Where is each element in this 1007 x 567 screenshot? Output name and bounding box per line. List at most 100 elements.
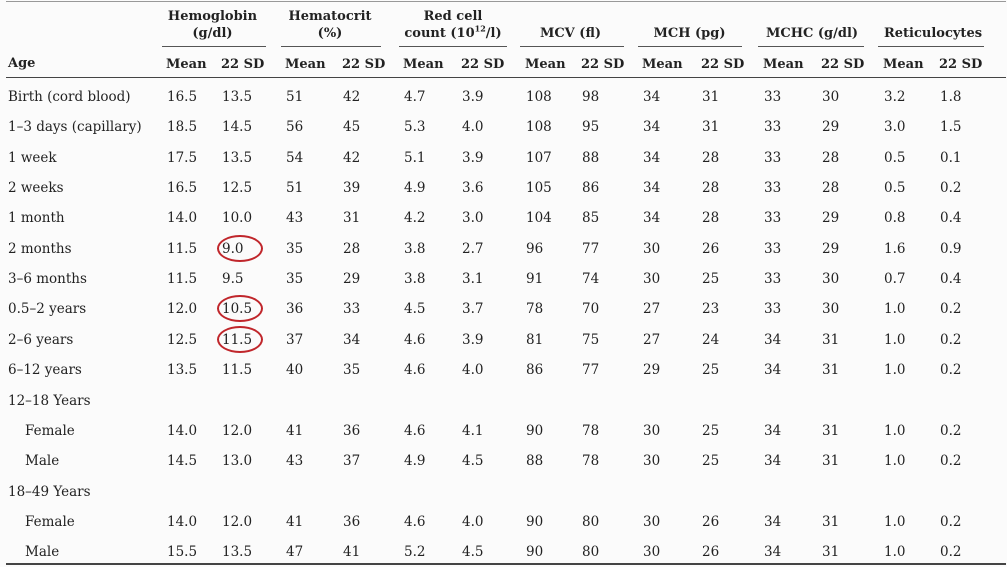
table-cell: 37 <box>286 331 304 348</box>
table-cell: 3.0 <box>884 119 906 136</box>
table-cell: 29 <box>343 271 361 288</box>
table-cell: 0.2 <box>940 362 962 379</box>
table-cell: 30 <box>643 422 661 439</box>
table-cell: 4.5 <box>462 453 484 470</box>
table-cell: 0.7 <box>884 271 906 288</box>
table-cell: 1.0 <box>884 362 906 379</box>
table-cell: 86 <box>582 180 600 197</box>
table-cell: 11.5 <box>222 362 253 379</box>
table-row: 3–6 months 11.5 9.5 35 29 3.8 3.1 91 74 30 25 33 30 0… <box>0 270 1007 300</box>
table-cell: 28 <box>702 180 720 197</box>
table-cell: 70 <box>582 301 600 318</box>
age-label: 6–12 years <box>8 362 82 379</box>
table-cell: 88 <box>582 149 600 166</box>
table-cell: 34 <box>764 331 782 348</box>
table-cell: 36 <box>343 513 361 530</box>
table-cell: 78 <box>582 453 600 470</box>
table-cell: 33 <box>764 271 782 288</box>
table-cell: 42 <box>343 89 361 105</box>
table-cell: 74 <box>582 271 600 288</box>
subheader-mean: Mean <box>883 57 924 72</box>
table-cell: 13.0 <box>222 453 253 470</box>
table-cell: 26 <box>702 240 720 257</box>
table-cell: 30 <box>643 513 661 530</box>
table-cell: 2.7 <box>462 240 484 257</box>
header-age: Age <box>8 56 36 71</box>
table-cell: 30 <box>643 271 661 288</box>
header-underline <box>162 46 266 47</box>
table-row: Female 14.0 12.0 41 36 4.6 4.0 90 80 30 26 34 31 1.0 0… <box>0 513 1007 543</box>
table-cell: 34 <box>643 89 661 105</box>
subheader-sd: 22 SD <box>342 57 386 72</box>
table-cell: 0.2 <box>940 301 962 318</box>
table-cell: 0.4 <box>940 210 962 227</box>
table-cell: 51 <box>286 180 304 197</box>
table-cell: 35 <box>286 240 304 257</box>
age-label: 0.5–2 years <box>8 301 87 318</box>
table-cell: 34 <box>764 453 782 470</box>
header-mchc: MCHC (g/dl) <box>765 26 859 41</box>
header-underline <box>399 46 507 47</box>
table-cell: 25 <box>702 453 720 470</box>
table-cell: 4.1 <box>462 422 484 439</box>
table-cell: 0.2 <box>940 331 962 348</box>
table-cell: 28 <box>822 180 840 197</box>
table-cell: 28 <box>822 149 840 166</box>
table-cell: 37 <box>343 453 361 470</box>
table-cell: 3.9 <box>462 331 484 348</box>
table-cell: 12.5 <box>222 180 253 197</box>
table-cell: 51 <box>286 89 304 105</box>
table-cell: 0.5 <box>884 149 906 166</box>
table-cell: 104 <box>526 210 552 227</box>
table-cell: 30 <box>822 271 840 288</box>
table-cell: 1.0 <box>884 513 906 530</box>
table-row: 12–18 Years <box>0 392 1007 422</box>
header-hematocrit: Hematocrit (%) <box>288 9 372 41</box>
table-cell: 4.9 <box>404 453 426 470</box>
table-cell: 108 <box>526 119 552 136</box>
table-cell: 1.0 <box>884 331 906 348</box>
table-cell: 30 <box>822 301 840 318</box>
table-cell: 41 <box>343 544 361 561</box>
highlight-circle <box>217 325 263 353</box>
table-cell: 12.0 <box>222 422 253 439</box>
table-row: Male 14.5 13.0 43 37 4.9 4.5 88 78 30 25 34 31 1.0 0.2 <box>0 452 1007 482</box>
table-cell: 105 <box>526 180 552 197</box>
table-cell: 5.1 <box>404 149 426 166</box>
table-cell: 15.5 <box>167 544 198 561</box>
table-cell: 17.5 <box>167 149 198 166</box>
table-row: 6–12 years 13.5 11.5 40 35 4.6 4.0 86 77 29 25 34 31… <box>0 361 1007 391</box>
age-label: Female <box>25 513 75 530</box>
table-cell: 33 <box>764 301 782 318</box>
table-cell: 95 <box>582 119 600 136</box>
table-cell: 30 <box>643 240 661 257</box>
table-cell: 3.2 <box>884 89 906 105</box>
table-row: 2 weeks 16.5 12.5 51 39 4.9 3.6 105 86 34 28 33 28 0.… <box>0 179 1007 209</box>
table-cell: 14.0 <box>167 513 198 530</box>
table-cell: 41 <box>286 422 304 439</box>
table-cell: 1.0 <box>884 301 906 318</box>
table-cell: 30 <box>822 89 840 105</box>
table-cell: 12.0 <box>222 513 253 530</box>
table-cell: 24 <box>702 331 720 348</box>
table-cell: 1.5 <box>940 119 962 136</box>
table-cell: 25 <box>702 271 720 288</box>
age-label: Birth (cord blood) <box>8 89 131 105</box>
table-cell: 77 <box>582 240 600 257</box>
table-cell: 36 <box>343 422 361 439</box>
table-cell: 86 <box>526 362 544 379</box>
table-cell: 33 <box>764 119 782 136</box>
table-cell: 11.5 <box>167 271 198 288</box>
table-cell: 4.6 <box>404 362 426 379</box>
table-cell: 3.6 <box>462 180 484 197</box>
table-cell: 0.2 <box>940 453 962 470</box>
header-mch: MCH (pg) <box>653 26 726 41</box>
table-cell: 78 <box>526 301 544 318</box>
header-reticulocytes: Reticulocytes <box>883 26 983 41</box>
age-label: 1 week <box>8 149 57 166</box>
table-cell: 5.2 <box>404 544 426 561</box>
subheader-sd: 22 SD <box>581 57 625 72</box>
table-cell: 0.2 <box>940 422 962 439</box>
table-cell: 34 <box>764 362 782 379</box>
table-cell: 4.2 <box>404 210 426 227</box>
